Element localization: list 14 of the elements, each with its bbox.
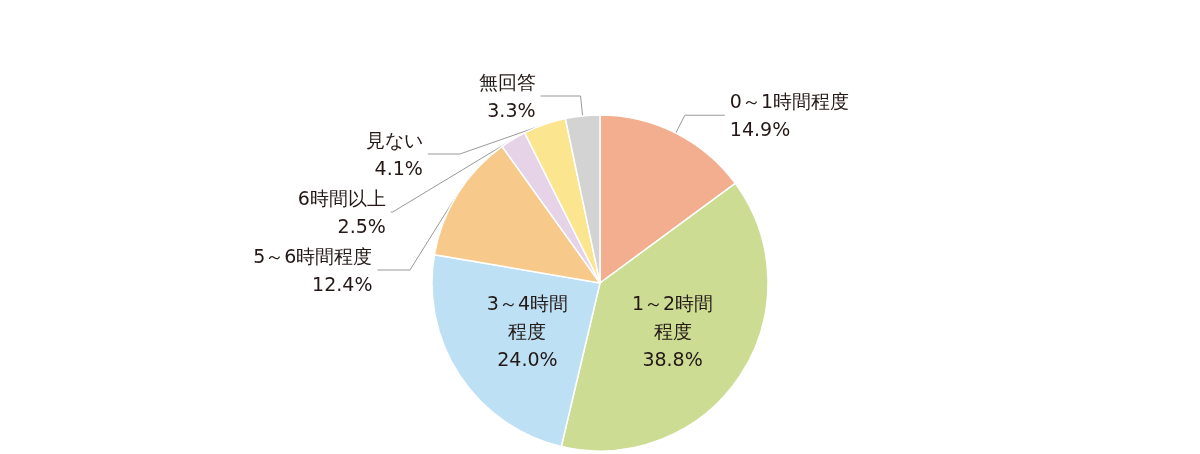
slice-label: 見ない [365, 129, 423, 152]
slice-label: 0～1時間程度 [729, 90, 850, 113]
slice-label: 5～6時間程度 [253, 245, 373, 268]
slice-label: 1～2時間程度 [631, 291, 714, 342]
data-label: 14.9% [729, 118, 791, 141]
data-label: 12.4% [312, 273, 373, 296]
slice-label: 3～4時間程度 [486, 291, 569, 342]
data-label: 4.1% [374, 157, 423, 180]
slice-label: 無回答 [478, 71, 536, 94]
slice-label: 6時間以上 [297, 187, 386, 210]
data-label: 38.8% [642, 347, 703, 370]
data-label: 2.5% [337, 215, 386, 238]
data-label: 3.3% [487, 99, 536, 122]
data-label: 24.0% [497, 347, 558, 370]
